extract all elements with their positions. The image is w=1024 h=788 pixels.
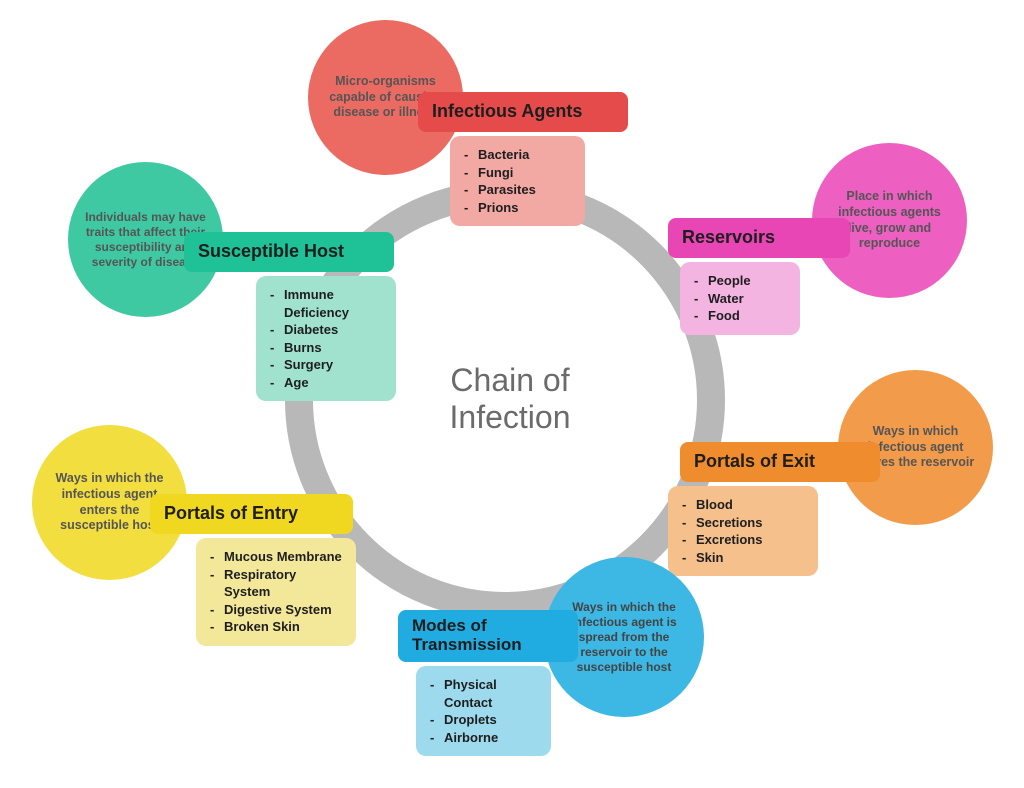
modes-of-transmission-items-list: Physical ContactDropletsAirborne <box>430 676 539 746</box>
portals-of-exit-item: Blood <box>682 496 806 514</box>
portals-of-exit-items-box: BloodSecretionsExcretionsSkin <box>668 486 818 576</box>
portals-of-exit-items-list: BloodSecretionsExcretionsSkin <box>682 496 806 566</box>
portals-of-entry-item: Respiratory System <box>210 566 344 601</box>
susceptible-host-item: Age <box>270 374 384 392</box>
reservoirs-title-bar: Reservoirs <box>668 218 850 258</box>
portals-of-entry-title-bar: Portals of Entry <box>150 494 353 534</box>
susceptible-host-item: Burns <box>270 339 384 357</box>
infectious-agents-title-bar: Infectious Agents <box>418 92 628 132</box>
portals-of-entry-title: Portals of Entry <box>164 504 298 524</box>
infectious-agents-items-box: BacteriaFungiParasitesPrions <box>450 136 585 226</box>
portals-of-exit-item: Secretions <box>682 514 806 532</box>
portals-of-entry-item: Mucous Membrane <box>210 548 344 566</box>
portals-of-exit-item: Skin <box>682 549 806 567</box>
modes-of-transmission-title-bar: Modes of Transmission <box>398 610 578 662</box>
reservoirs-title: Reservoirs <box>682 228 775 248</box>
infectious-agents-items-list: BacteriaFungiParasitesPrions <box>464 146 573 216</box>
modes-of-transmission-items-box: Physical ContactDropletsAirborne <box>416 666 551 756</box>
center-title: Chain of Infection <box>420 362 600 436</box>
portals-of-entry-item: Broken Skin <box>210 618 344 636</box>
susceptible-host-item: Surgery <box>270 356 384 374</box>
infectious-agents-item: Parasites <box>464 181 573 199</box>
modes-of-transmission-title: Modes of Transmission <box>412 617 564 654</box>
modes-of-transmission-item: Airborne <box>430 729 539 747</box>
portals-of-exit-item: Excretions <box>682 531 806 549</box>
reservoirs-item: People <box>694 272 788 290</box>
infectious-agents-title: Infectious Agents <box>432 102 582 122</box>
portals-of-exit-title: Portals of Exit <box>694 452 815 472</box>
modes-of-transmission-item: Droplets <box>430 711 539 729</box>
infectious-agents-item: Bacteria <box>464 146 573 164</box>
reservoirs-items-list: PeopleWaterFood <box>694 272 788 325</box>
susceptible-host-item: Immune Deficiency <box>270 286 384 321</box>
portals-of-entry-items-list: Mucous MembraneRespiratory SystemDigesti… <box>210 548 344 636</box>
susceptible-host-items-list: Immune DeficiencyDiabetesBurnsSurgeryAge <box>270 286 384 391</box>
susceptible-host-item: Diabetes <box>270 321 384 339</box>
modes-of-transmission-item: Physical Contact <box>430 676 539 711</box>
reservoirs-item: Food <box>694 307 788 325</box>
susceptible-host-title: Susceptible Host <box>198 242 344 262</box>
reservoirs-items-box: PeopleWaterFood <box>680 262 800 335</box>
portals-of-exit-title-bar: Portals of Exit <box>680 442 880 482</box>
infectious-agents-item: Prions <box>464 199 573 217</box>
susceptible-host-title-bar: Susceptible Host <box>184 232 394 272</box>
portals-of-entry-items-box: Mucous MembraneRespiratory SystemDigesti… <box>196 538 356 646</box>
reservoirs-item: Water <box>694 290 788 308</box>
infectious-agents-item: Fungi <box>464 164 573 182</box>
susceptible-host-items-box: Immune DeficiencyDiabetesBurnsSurgeryAge <box>256 276 396 401</box>
portals-of-entry-item: Digestive System <box>210 601 344 619</box>
